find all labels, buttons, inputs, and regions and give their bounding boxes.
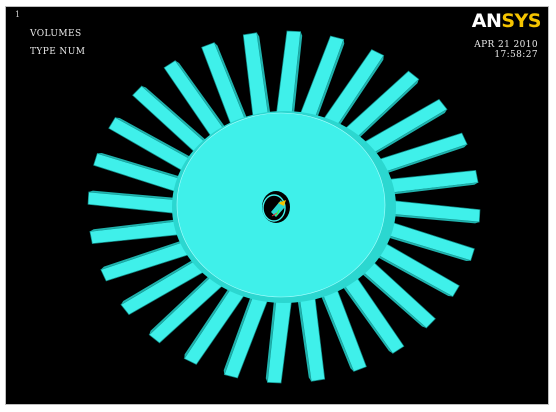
- turbine-blade-side: [120, 258, 199, 305]
- graphics-window[interactable]: 1 VOLUMES TYPE NUM ANSYS APR 21 2010 17:…: [5, 6, 549, 405]
- turbine-blade-side: [383, 234, 471, 262]
- triad-axis-x: [271, 212, 278, 217]
- turbine-blade-side: [141, 85, 208, 145]
- disk-edge: [176, 112, 386, 298]
- turbine-blade-side: [100, 239, 188, 270]
- logo-part-an: AN: [471, 10, 502, 32]
- turbine-blade-side: [265, 298, 277, 383]
- coordinate-triad-icon: [278, 200, 286, 206]
- logo-part-sys: SYS: [501, 10, 541, 32]
- turbine-blade-side: [297, 297, 312, 382]
- turbine-blade-side: [214, 42, 248, 122]
- turbine-blade-side: [223, 294, 254, 375]
- hub-inner-wall: [262, 194, 286, 222]
- turbine-blade-side: [380, 144, 468, 175]
- turbine-blade-side: [175, 60, 227, 131]
- plot-label-type-num: TYPE NUM: [30, 47, 86, 57]
- turbine-blade-side: [341, 283, 393, 354]
- turbine-blade-side: [88, 190, 181, 201]
- window-number: 1: [15, 10, 21, 19]
- plot-label-volumes: VOLUMES: [30, 29, 82, 39]
- disk-group: [172, 111, 396, 303]
- plot-time: 17:58:27: [494, 50, 538, 60]
- triad-axis-y: [275, 209, 280, 217]
- blade-group: [87, 30, 481, 384]
- turbine-blade-side: [291, 31, 303, 116]
- turbine-blade-side: [360, 269, 427, 329]
- turbine-disk-model[interactable]: [6, 7, 548, 404]
- turbine-blade-side: [369, 109, 448, 156]
- turbine-blade-side: [387, 213, 480, 224]
- turbine-blade-side: [336, 55, 384, 128]
- turbine-blade-side: [320, 292, 354, 372]
- turbine-blade-side: [314, 39, 345, 120]
- turbine-blade-side: [115, 117, 194, 161]
- turbine-blade-side: [149, 274, 214, 335]
- turbine-blade-side: [354, 79, 419, 140]
- turbine-blade-side: [386, 182, 479, 195]
- ansys-logo: ANSYS: [471, 10, 542, 32]
- turbine-blade-side: [184, 286, 232, 359]
- plot-date: APR 21 2010: [474, 40, 538, 50]
- turbine-blade-side: [89, 219, 182, 232]
- turbine-blade-side: [256, 32, 271, 117]
- turbine-blade-side: [97, 152, 185, 180]
